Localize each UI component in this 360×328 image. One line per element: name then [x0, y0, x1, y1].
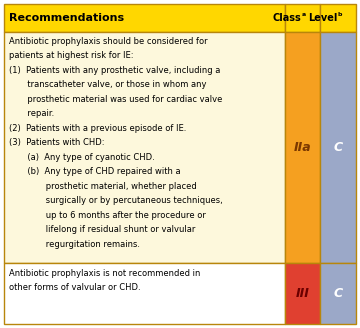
Text: b: b: [337, 12, 341, 17]
Text: surgically or by percutaneous techniques,: surgically or by percutaneous techniques…: [9, 196, 223, 205]
Text: Level: Level: [308, 13, 337, 23]
Text: Antibiotic prophylaxis should be considered for: Antibiotic prophylaxis should be conside…: [9, 36, 208, 46]
Text: repair.: repair.: [9, 109, 54, 118]
Bar: [285, 262, 320, 324]
Text: regurgitation remains.: regurgitation remains.: [9, 239, 140, 249]
Bar: [320, 4, 356, 31]
Text: C: C: [333, 287, 343, 300]
Text: (3)  Patients with CHD:: (3) Patients with CHD:: [9, 138, 104, 147]
Text: C: C: [333, 140, 343, 154]
Bar: [320, 262, 356, 324]
Text: a: a: [302, 12, 306, 17]
Bar: [285, 31, 320, 262]
Text: (2)  Patients with a previous episode of IE.: (2) Patients with a previous episode of …: [9, 124, 186, 133]
Text: other forms of valvular or CHD.: other forms of valvular or CHD.: [9, 283, 141, 292]
Text: (b)  Any type of CHD repaired with a: (b) Any type of CHD repaired with a: [9, 167, 181, 176]
Text: transcatheter valve, or those in whom any: transcatheter valve, or those in whom an…: [9, 80, 207, 89]
Bar: [4, 4, 285, 31]
Bar: [4, 262, 285, 324]
Bar: [4, 31, 285, 262]
Text: prosthetic material, whether placed: prosthetic material, whether placed: [9, 181, 197, 191]
Text: Recommendations: Recommendations: [9, 13, 124, 23]
Text: prosthetic material was used for cardiac valve: prosthetic material was used for cardiac…: [9, 94, 222, 104]
Text: up to 6 months after the procedure or: up to 6 months after the procedure or: [9, 211, 206, 219]
Text: patients at highest risk for IE:: patients at highest risk for IE:: [9, 51, 134, 60]
Text: IIa: IIa: [294, 140, 311, 154]
Text: Antibiotic prophylaxis is not recommended in: Antibiotic prophylaxis is not recommende…: [9, 269, 201, 277]
Text: (1)  Patients with any prosthetic valve, including a: (1) Patients with any prosthetic valve, …: [9, 66, 220, 74]
Text: Class: Class: [273, 13, 302, 23]
Text: (a)  Any type of cyanotic CHD.: (a) Any type of cyanotic CHD.: [9, 153, 155, 161]
Bar: [320, 31, 356, 262]
Text: lifelong if residual shunt or valvular: lifelong if residual shunt or valvular: [9, 225, 195, 234]
Text: III: III: [296, 287, 310, 300]
Bar: [285, 4, 320, 31]
